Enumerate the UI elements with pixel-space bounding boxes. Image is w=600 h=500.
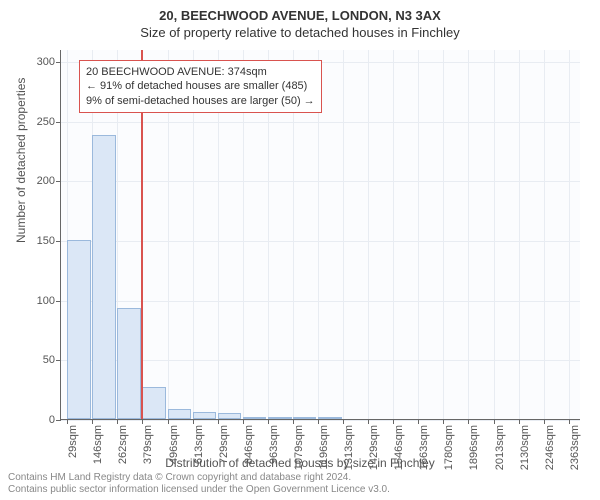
y-tick-label: 0 bbox=[49, 414, 55, 426]
page-title: 20, BEECHWOOD AVENUE, LONDON, N3 3AX bbox=[0, 0, 600, 23]
x-tick-mark bbox=[67, 419, 68, 424]
histogram-bar bbox=[193, 412, 217, 419]
x-tick-mark bbox=[544, 419, 545, 424]
y-tick-label: 50 bbox=[43, 354, 55, 366]
gridline-v bbox=[343, 50, 344, 419]
histogram-bar bbox=[142, 387, 166, 419]
attribution-line-1: Contains HM Land Registry data © Crown c… bbox=[8, 472, 390, 484]
y-tick-label: 100 bbox=[37, 295, 55, 307]
x-tick-mark bbox=[519, 419, 520, 424]
histogram-bar bbox=[318, 417, 342, 419]
y-tick-mark bbox=[56, 181, 61, 182]
y-tick-label: 150 bbox=[37, 235, 55, 247]
y-tick-label: 250 bbox=[37, 116, 55, 128]
plot-area: 05010015020025030029sqm146sqm262sqm379sq… bbox=[60, 50, 580, 420]
x-tick-label: 29sqm bbox=[67, 425, 79, 458]
x-tick-mark bbox=[293, 419, 294, 424]
callout-box: 20 BEECHWOOD AVENUE: 374sqm← 91% of deta… bbox=[79, 60, 322, 113]
callout-line: ← 91% of detached houses are smaller (48… bbox=[86, 79, 315, 93]
histogram-bar bbox=[218, 413, 242, 419]
x-tick-mark bbox=[268, 419, 269, 424]
x-tick-mark bbox=[318, 419, 319, 424]
y-tick-mark bbox=[56, 241, 61, 242]
attribution-line-2: Contains public sector information licen… bbox=[8, 484, 390, 496]
histogram-bar bbox=[92, 135, 116, 419]
x-tick-mark bbox=[218, 419, 219, 424]
gridline-v bbox=[468, 50, 469, 419]
x-tick-mark bbox=[368, 419, 369, 424]
histogram-bar bbox=[67, 240, 91, 419]
x-tick-mark bbox=[418, 419, 419, 424]
x-tick-mark bbox=[343, 419, 344, 424]
y-tick-mark bbox=[56, 360, 61, 361]
callout-line: 20 BEECHWOOD AVENUE: 374sqm bbox=[86, 65, 315, 79]
y-tick-label: 200 bbox=[37, 175, 55, 187]
x-tick-mark bbox=[569, 419, 570, 424]
gridline-v bbox=[544, 50, 545, 419]
histogram-bar bbox=[117, 308, 141, 419]
x-tick-mark bbox=[117, 419, 118, 424]
gridline-v bbox=[519, 50, 520, 419]
page-subtitle: Size of property relative to detached ho… bbox=[0, 23, 600, 40]
attribution: Contains HM Land Registry data © Crown c… bbox=[8, 472, 390, 496]
callout-line: 9% of semi-detached houses are larger (5… bbox=[86, 94, 315, 108]
x-tick-mark bbox=[142, 419, 143, 424]
y-axis-title: Number of detached properties bbox=[14, 78, 28, 243]
gridline-h bbox=[61, 301, 580, 302]
histogram-bar bbox=[268, 417, 292, 419]
y-tick-mark bbox=[56, 301, 61, 302]
gridline-h bbox=[61, 181, 580, 182]
x-tick-mark bbox=[92, 419, 93, 424]
gridline-v bbox=[368, 50, 369, 419]
chart-area: 05010015020025030029sqm146sqm262sqm379sq… bbox=[60, 50, 580, 420]
gridline-h bbox=[61, 420, 580, 421]
gridline-v bbox=[418, 50, 419, 419]
y-tick-mark bbox=[56, 420, 61, 421]
x-axis-title: Distribution of detached houses by size … bbox=[0, 456, 600, 470]
histogram-bar bbox=[293, 417, 317, 419]
gridline-v bbox=[443, 50, 444, 419]
gridline-v bbox=[494, 50, 495, 419]
histogram-bar bbox=[243, 417, 267, 419]
histogram-bar bbox=[168, 409, 192, 419]
y-tick-mark bbox=[56, 122, 61, 123]
gridline-v bbox=[393, 50, 394, 419]
x-tick-mark bbox=[193, 419, 194, 424]
x-tick-mark bbox=[168, 419, 169, 424]
x-tick-mark bbox=[393, 419, 394, 424]
x-tick-mark bbox=[494, 419, 495, 424]
y-tick-label: 300 bbox=[37, 56, 55, 68]
x-tick-mark bbox=[443, 419, 444, 424]
x-tick-mark bbox=[468, 419, 469, 424]
gridline-v bbox=[569, 50, 570, 419]
x-tick-mark bbox=[243, 419, 244, 424]
y-tick-mark bbox=[56, 62, 61, 63]
gridline-h bbox=[61, 241, 580, 242]
gridline-h bbox=[61, 122, 580, 123]
